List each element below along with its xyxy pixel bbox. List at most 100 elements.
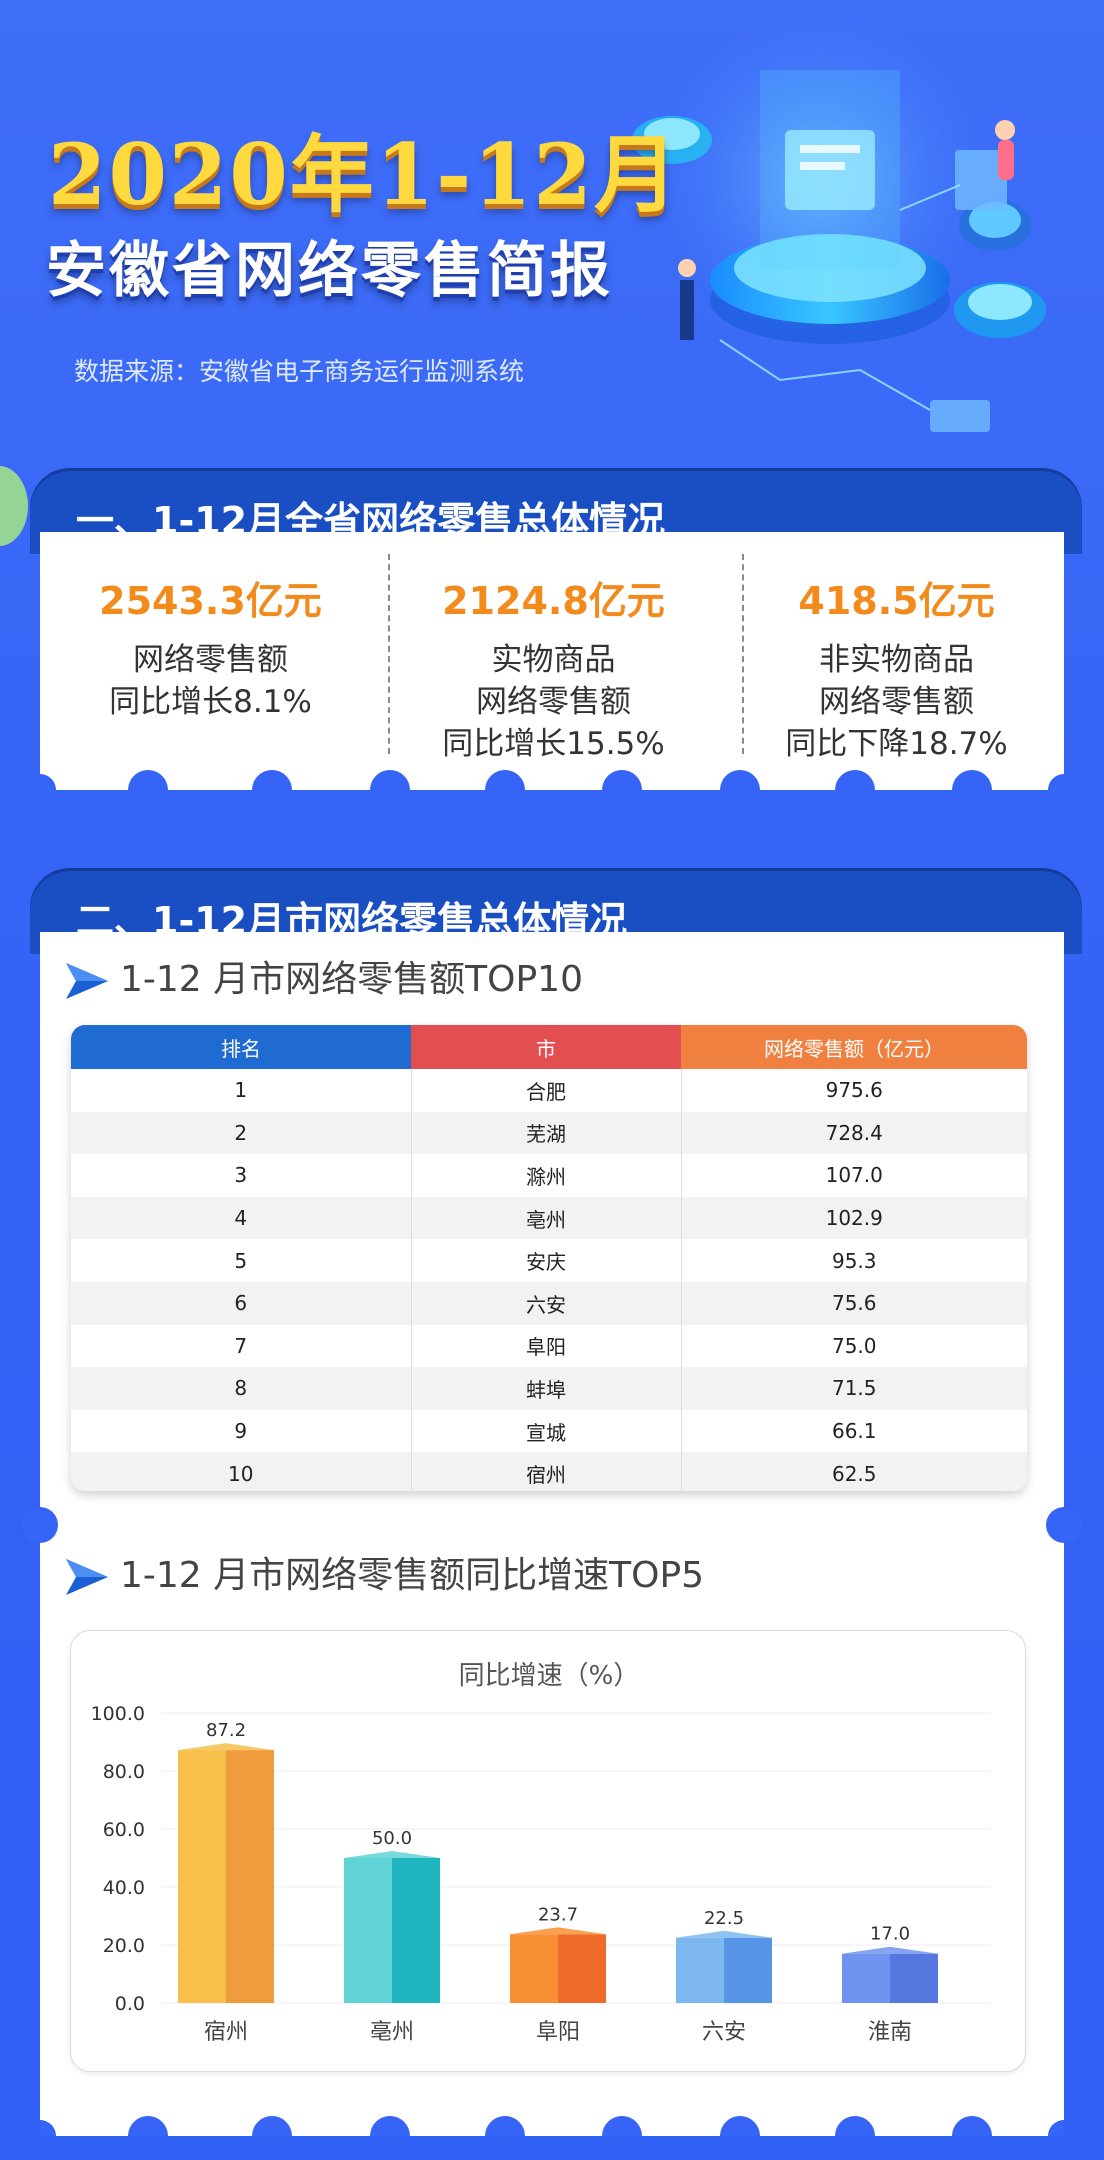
- y-tick-label: 80.0: [103, 1761, 145, 1783]
- bar-top-face: [842, 1946, 938, 1954]
- stat-nonphysical-line: 同比下降18.7%: [785, 726, 1008, 762]
- table-cell: 10: [71, 1452, 412, 1491]
- stat-total-line: 同比增长8.1%: [109, 684, 312, 720]
- stat-physical: 2124.8亿元 实物商品 网络零售额 同比增长15.5%: [383, 532, 724, 765]
- bar-value-label: 23.7: [538, 1904, 578, 1925]
- bar-right-face: [392, 1858, 440, 2003]
- side-notch: [1046, 1507, 1082, 1543]
- table-cell: 975.6: [681, 1069, 1027, 1112]
- stat-total: 2543.3亿元 网络零售额 同比增长8.1%: [40, 532, 381, 723]
- table-heading-text: 1-12 月市网络零售额TOP10: [120, 959, 583, 1000]
- x-tick-label: 宿州: [204, 2020, 248, 2045]
- arrow-icon: [66, 963, 108, 999]
- bar-left-face: [178, 1750, 226, 2003]
- scallop-edge: [40, 2110, 1064, 2136]
- table-cell: 六安: [411, 1281, 682, 1325]
- x-tick-label: 阜阳: [536, 2020, 580, 2045]
- table-header-city: 市: [411, 1025, 681, 1069]
- divider: [742, 554, 744, 754]
- table-row: 7 阜阳 75.0: [71, 1324, 1027, 1368]
- title-year: 2020年1-12月: [48, 125, 680, 224]
- table-cell: 62.5: [681, 1452, 1027, 1491]
- bar-top-face: [676, 1930, 772, 1938]
- table-cell: 2: [71, 1111, 412, 1155]
- stat-physical-line: 同比增长15.5%: [442, 726, 665, 762]
- stat-physical-line: 网络零售额: [476, 684, 631, 720]
- bar-value-label: 50.0: [372, 1828, 412, 1849]
- table-cell: 亳州: [411, 1196, 682, 1240]
- table-cell: 7: [71, 1324, 412, 1368]
- bar-top-face: [510, 1927, 606, 1935]
- top10-table: 排名 市 网络零售额（亿元） 1 合肥 975.6 2 芜湖 728.4 3 滁…: [71, 1025, 1027, 1491]
- arrow-icon: [66, 1559, 108, 1595]
- stat-physical-line: 实物商品: [491, 642, 616, 678]
- table-header-sales: 网络零售额（亿元）: [681, 1025, 1027, 1069]
- table-row: 5 安庆 95.3: [71, 1239, 1027, 1282]
- table-cell: 安庆: [411, 1239, 682, 1282]
- ecommerce-illustration: [632, 10, 1046, 432]
- table-cell: 芜湖: [411, 1111, 682, 1155]
- table-cell: 728.4: [681, 1111, 1027, 1155]
- section1-card: 2543.3亿元 网络零售额 同比增长8.1% 2124.8亿元 实物商品 网络…: [40, 532, 1064, 764]
- y-tick-label: 100.0: [91, 1703, 145, 1725]
- table-cell: 5: [71, 1239, 412, 1282]
- y-tick-label: 60.0: [103, 1819, 145, 1841]
- x-tick-label: 六安: [702, 2020, 746, 2045]
- table-header-rank: 排名: [71, 1025, 411, 1069]
- data-source: 数据来源：安徽省电子商务运行监测系统: [74, 357, 525, 386]
- growth-chart: 同比增速（%） 0.0 20.0 40.0 60.0 80.0 100.0 87.2 宿州 50…: [70, 1630, 1026, 2072]
- stat-nonphysical-value: 418.5亿元: [798, 579, 995, 623]
- stat-nonphysical-line: 网络零售额: [819, 684, 974, 720]
- table-cell: 66.1: [681, 1409, 1027, 1453]
- chart-heading-text: 1-12 月市网络零售额同比增速TOP5: [120, 1555, 705, 1596]
- bar-top-face: [178, 1743, 274, 1751]
- x-tick-label: 淮南: [868, 2020, 912, 2045]
- table-cell: 合肥: [411, 1069, 682, 1112]
- chart-title: 同比增速（%）: [458, 1661, 640, 1691]
- table-row: 10 宿州 62.5: [71, 1452, 1027, 1491]
- divider: [388, 554, 390, 754]
- bar-value-label: 87.2: [206, 1720, 246, 1741]
- table-cell: 71.5: [681, 1367, 1027, 1410]
- table-row: 2 芜湖 728.4: [71, 1111, 1027, 1155]
- decorative-blob: [0, 466, 28, 546]
- y-tick-label: 40.0: [103, 1877, 145, 1899]
- table-cell: 3: [71, 1154, 412, 1197]
- table-cell: 95.3: [681, 1239, 1027, 1282]
- table-cell: 宣城: [411, 1409, 682, 1453]
- table-row: 9 宣城 66.1: [71, 1409, 1027, 1453]
- x-tick-label: 亳州: [370, 2020, 414, 2045]
- table-cell: 蚌埠: [411, 1367, 682, 1410]
- table-cell: 75.6: [681, 1281, 1027, 1325]
- table-cell: 75.0: [681, 1324, 1027, 1368]
- page-title: 安徽省网络零售简报: [46, 236, 613, 306]
- table-cell: 1: [71, 1069, 412, 1112]
- stat-nonphysical-line: 非实物商品: [819, 642, 974, 678]
- bar-left-face: [510, 1934, 558, 2003]
- stat-total-value: 2543.3亿元: [99, 579, 322, 623]
- bar-left-face: [842, 1953, 890, 2003]
- bar-chart-svg: 0.0 20.0 40.0 60.0 80.0 100.0 87.2 宿州 50.0 亳州 23.7…: [91, 1703, 991, 2045]
- table-row: 1 合肥 975.6: [71, 1069, 1027, 1112]
- bar-top-face: [344, 1851, 440, 1858]
- stat-nonphysical: 418.5亿元 非实物商品 网络零售额 同比下降18.7%: [726, 532, 1067, 765]
- table-cell: 107.0: [681, 1154, 1027, 1197]
- bar-value-label: 17.0: [870, 1924, 910, 1945]
- chart-heading: 1-12 月市网络零售额同比增速TOP5: [66, 1546, 704, 1598]
- table-cell: 6: [71, 1281, 412, 1325]
- side-notch: [22, 1507, 58, 1543]
- bar-left-face: [676, 1937, 724, 2003]
- table-row: 6 六安 75.6: [71, 1281, 1027, 1325]
- bar-right-face: [226, 1750, 274, 2003]
- table-row: 4 亳州 102.9: [71, 1196, 1027, 1240]
- table-cell: 4: [71, 1196, 412, 1240]
- table-cell: 宿州: [411, 1452, 682, 1491]
- bar-right-face: [890, 1953, 938, 2003]
- table-cell: 滁州: [411, 1154, 682, 1197]
- bar-value-label: 22.5: [704, 1908, 744, 1929]
- y-tick-label: 20.0: [103, 1935, 145, 1957]
- bar-right-face: [558, 1934, 606, 2003]
- bar-left-face: [344, 1858, 392, 2003]
- table-cell: 9: [71, 1409, 412, 1453]
- table-row: 3 滁州 107.0: [71, 1154, 1027, 1197]
